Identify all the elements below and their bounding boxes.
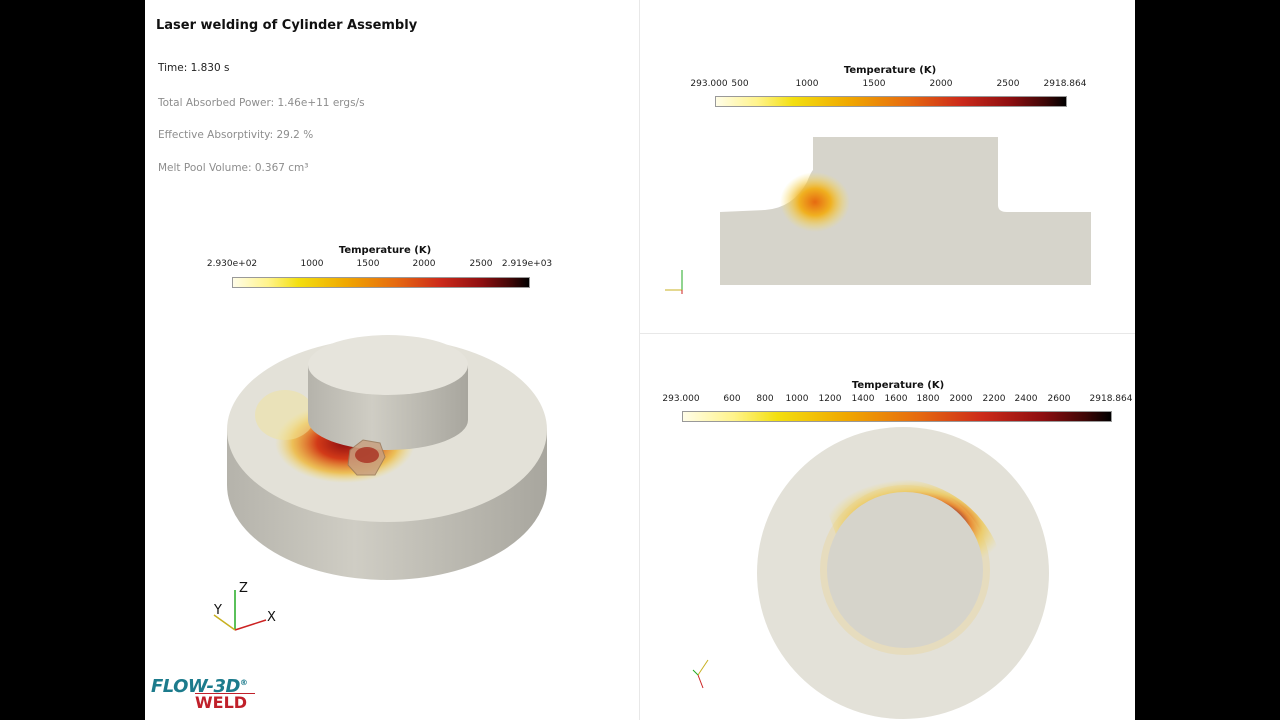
logo-line2: WELD xyxy=(195,693,255,712)
legend-br-tick: 600 xyxy=(723,394,741,404)
legend-br-tick: 1400 xyxy=(851,394,875,404)
legend-tr-tick: 500 xyxy=(731,79,749,89)
time-readout: Time: 1.830 s xyxy=(158,62,230,74)
legend-left-tick: 1500 xyxy=(356,259,380,269)
legend-top-right-title: Temperature (K) xyxy=(843,65,937,76)
legend-tr-tick: 2000 xyxy=(929,79,953,89)
axis-z-label: Z xyxy=(239,581,248,596)
cross-section-body xyxy=(720,137,1091,285)
legend-tr-tick: 2918.864 xyxy=(1043,79,1087,89)
legend-br-tick: 1200 xyxy=(818,394,842,404)
inner-cylinder xyxy=(827,492,983,648)
legend-left-tick: 2500 xyxy=(469,259,493,269)
logo-line1: FLOW-3D xyxy=(151,676,240,697)
legend-bottom-right-title: Temperature (K) xyxy=(851,380,945,391)
cross-section-view xyxy=(720,137,1091,285)
legend-br-tick: 2600 xyxy=(1047,394,1071,404)
legend-br-tick: 1000 xyxy=(785,394,809,404)
legend-left-min: 2.930e+02 xyxy=(206,259,258,269)
panel-divider-vertical xyxy=(639,0,640,720)
viewport-stage: Laser welding of Cylinder Assembly Time:… xyxy=(145,0,1135,720)
legend-tr-tick: 293.000 xyxy=(690,79,728,89)
melt-pool-readout: Melt Pool Volume: 0.367 cm³ xyxy=(158,162,309,174)
legend-br-tick: 2918.864 xyxy=(1089,394,1133,404)
legend-br-tick: 1600 xyxy=(884,394,908,404)
cross-section-heat xyxy=(780,172,850,232)
legend-left-title: Temperature (K) xyxy=(338,245,432,256)
axis-triad-top-right xyxy=(665,270,683,294)
melt-pool xyxy=(355,447,379,463)
top-down-view xyxy=(757,427,1049,719)
panel-divider-horizontal xyxy=(640,333,1135,334)
legend-tr-tick: 2500 xyxy=(996,79,1020,89)
legend-br-tick: 1800 xyxy=(916,394,940,404)
top-cylinder-top xyxy=(308,335,468,395)
legend-left-tick: 1000 xyxy=(300,259,324,269)
legend-br-tick: 800 xyxy=(756,394,774,404)
absorptivity-readout: Effective Absorptivity: 29.2 % xyxy=(158,129,314,141)
legend-bottom-right-colorbar xyxy=(682,411,1112,422)
warm-halo xyxy=(255,390,315,440)
legend-br-tick: 2200 xyxy=(982,394,1006,404)
legend-br-tick: 293.000 xyxy=(662,394,700,404)
legend-left-colorbar xyxy=(232,277,530,288)
legend-tr-tick: 1500 xyxy=(862,79,886,89)
simulation-title: Laser welding of Cylinder Assembly xyxy=(156,18,418,33)
flow3d-weld-logo: FLOW-3D® WELD xyxy=(151,676,255,712)
legend-br-tick: 2000 xyxy=(949,394,973,404)
axis-x-label: X xyxy=(267,610,276,625)
isometric-view xyxy=(227,335,547,580)
total-power-readout: Total Absorbed Power: 1.46e+11 ergs/s xyxy=(158,97,365,109)
axis-triad-bottom-right xyxy=(692,659,709,689)
legend-left-max: 2.919e+03 xyxy=(501,259,553,269)
axis-triad-left: Z X Y xyxy=(213,581,276,631)
legend-tr-tick: 1000 xyxy=(795,79,819,89)
axis-y-label: Y xyxy=(213,603,222,618)
legend-br-tick: 2400 xyxy=(1014,394,1038,404)
legend-top-right-colorbar xyxy=(715,96,1067,107)
legend-left-tick: 2000 xyxy=(412,259,436,269)
